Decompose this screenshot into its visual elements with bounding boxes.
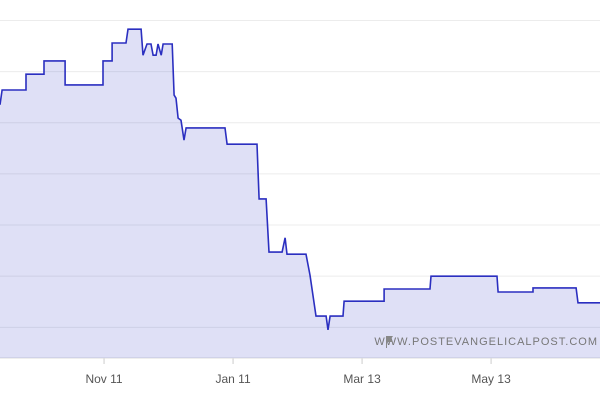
area: [0, 29, 600, 358]
x-tick-label: Mar 13: [343, 372, 381, 386]
x-tick-label: Jan 11: [215, 372, 250, 386]
line: [0, 28, 600, 331]
x-tick-label: Nov 11: [85, 372, 122, 386]
watermark: WWW.POSTEVANGELICALPOST.COM: [374, 336, 598, 348]
x-tick-label: May 13: [471, 372, 511, 386]
watermark-icon: [386, 336, 393, 348]
